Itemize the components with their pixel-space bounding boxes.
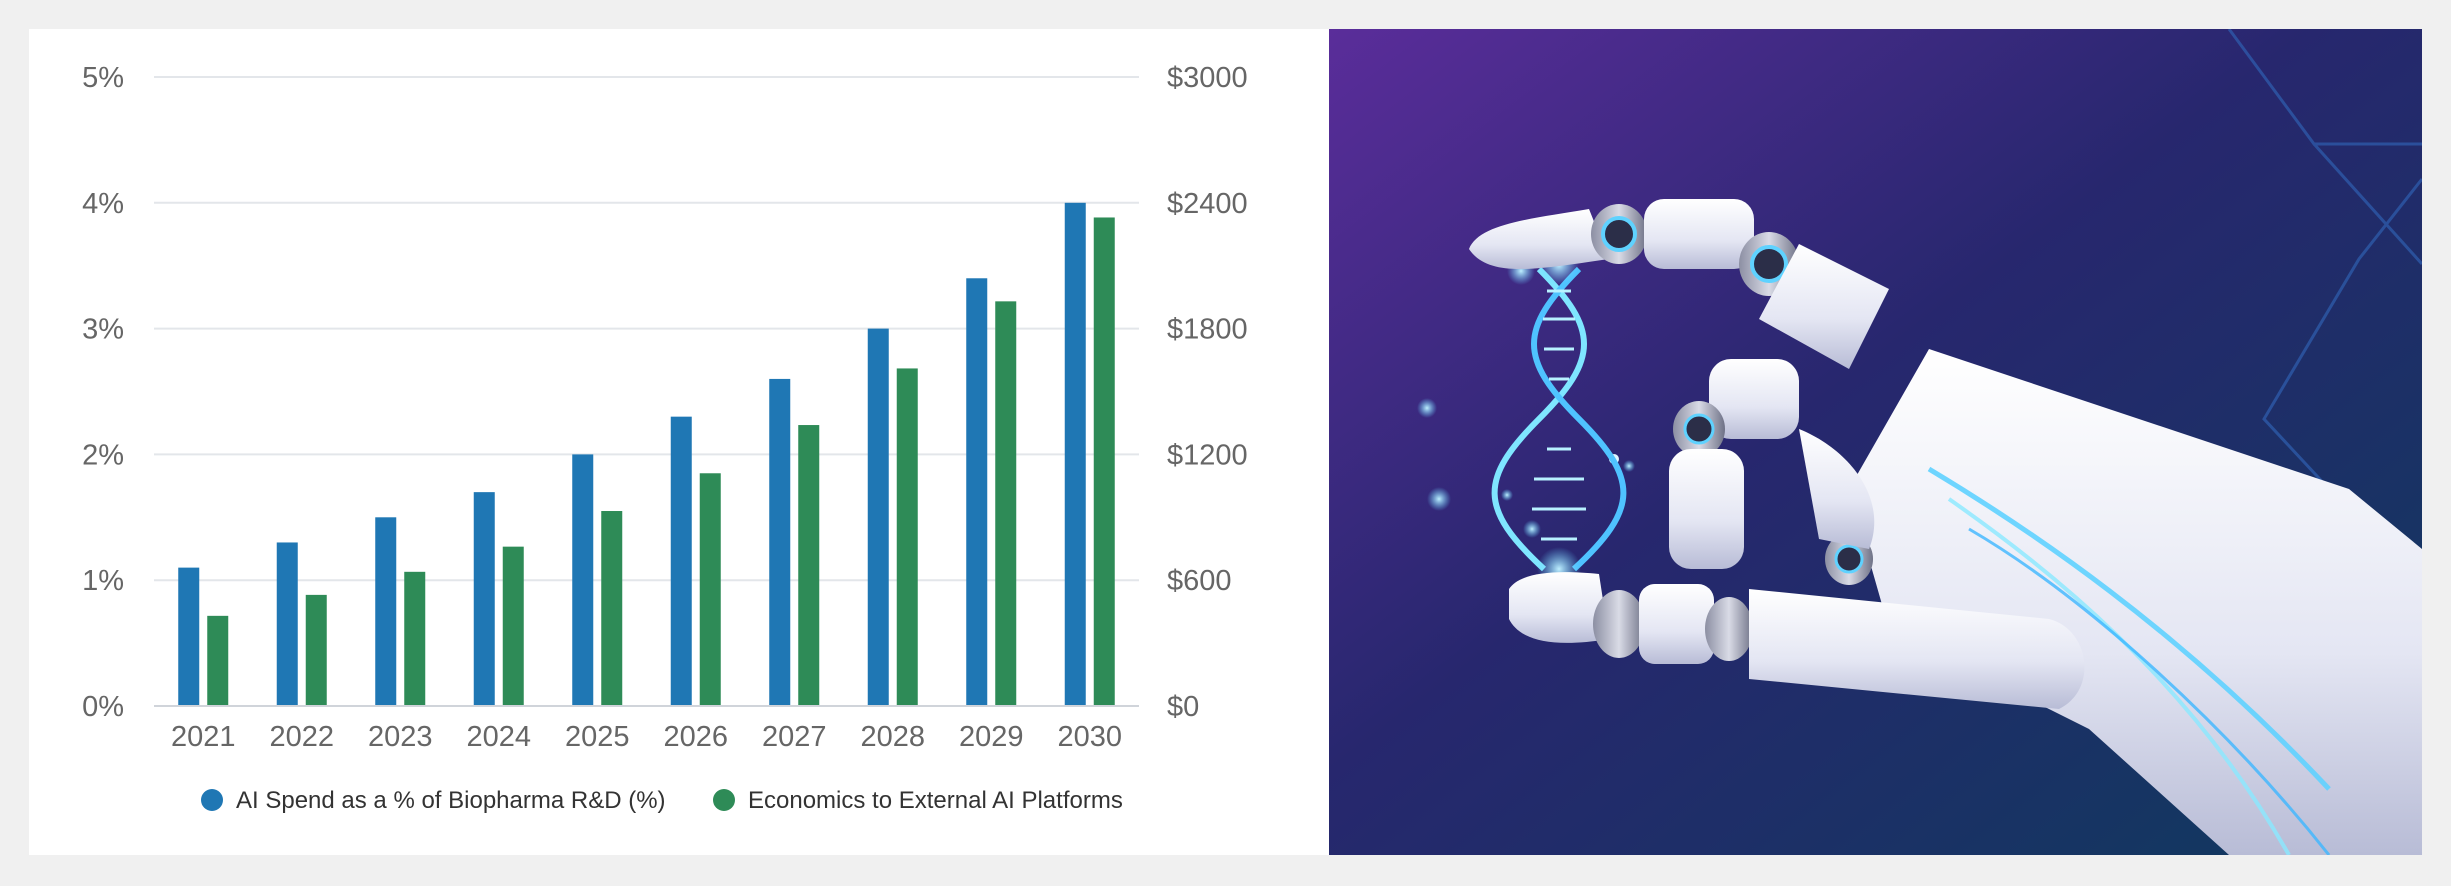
right-y-tick-label: $0 (1167, 691, 1199, 723)
legend-marker (201, 789, 223, 811)
right-y-tick-label: $3000 (1167, 62, 1248, 94)
robot-hand-holding-dna-icon (1329, 29, 2422, 855)
bar-chart: 0%1%2%3%4%5% $0$600$1200$1800$2400$3000 … (82, 62, 1248, 814)
robot-hand (1469, 199, 2422, 855)
bar-economics-2027 (798, 425, 820, 706)
bar-ai-spend-2021 (178, 567, 200, 706)
x-tick-label: 2026 (663, 721, 728, 753)
bar-economics-2023 (404, 571, 426, 706)
chart-panel: 0% 1% 2% 3% 4% 5% $0 $600 $1200 $1800 $2400 $3000 … (29, 29, 1329, 855)
left-y-tick-label: 4% (82, 188, 124, 220)
bar-ai-spend-2028 (867, 328, 889, 706)
bar-ai-spend-2030 (1064, 202, 1086, 707)
legend-label: AI Spend as a % of Biopharma R&D (%) (236, 787, 666, 814)
bar-economics-2022 (305, 594, 327, 706)
x-tick-label: 2021 (171, 721, 236, 753)
x-tick-label: 2027 (762, 721, 827, 753)
right-y-tick-label: $1200 (1167, 439, 1248, 471)
left-y-axis: 0% 1% 2% 3% 4% 5% (82, 62, 124, 723)
x-tick-label: 2022 (269, 721, 334, 753)
legend-label: Economics to External AI Platforms (748, 787, 1123, 814)
bar-ai-spend-2027 (769, 378, 791, 706)
legend-marker (713, 789, 735, 811)
right-y-tick-label: $2400 (1167, 188, 1248, 220)
right-y-tick-label: $1800 (1167, 314, 1248, 346)
left-y-tick-label: 5% (82, 62, 124, 94)
bar-ai-spend-2029 (966, 278, 988, 706)
robot-hand-dna-illustration (1329, 29, 2422, 855)
x-tick-label: 2028 (860, 721, 925, 753)
x-tick-label: 2023 (368, 721, 433, 753)
bar-ai-spend-2026 (670, 416, 692, 706)
right-y-tick-label: $600 (1167, 565, 1232, 597)
x-tick-label: 2025 (565, 721, 630, 753)
bar-economics-2030 (1093, 217, 1115, 706)
right-y-axis: $0 $600 $1200 $1800 $2400 $3000 (1167, 62, 1248, 723)
left-y-tick-label: 2% (82, 439, 124, 471)
gridlines (154, 76, 1139, 707)
bar-economics-2024 (502, 546, 524, 706)
bar-economics-2021 (207, 615, 229, 706)
bar-ai-spend-2023 (375, 517, 397, 706)
left-y-tick-label: 3% (82, 314, 124, 346)
bar-ai-spend-2024 (473, 492, 495, 706)
left-y-tick-label: 0% (82, 691, 124, 723)
bar-economics-2026 (699, 473, 721, 706)
x-tick-label: 2030 (1057, 721, 1122, 753)
bar-economics-2029 (995, 301, 1017, 706)
x-tick-label: 2029 (959, 721, 1024, 753)
bar-economics-2025 (601, 511, 623, 706)
left-y-tick-label: 1% (82, 565, 124, 597)
bar-ai-spend-2022 (276, 542, 298, 706)
x-tick-label: 2024 (466, 721, 531, 753)
bars (178, 202, 1115, 707)
x-axis: 2021 2022 2023 2024 2025 2026 2027 2028 2029 2030 (154, 705, 1139, 753)
bar-economics-2028 (896, 368, 918, 706)
bar-ai-spend-2025 (572, 454, 594, 706)
legend: AI Spend as a % of Biopharma R&D (%) Econ… (201, 787, 1123, 814)
